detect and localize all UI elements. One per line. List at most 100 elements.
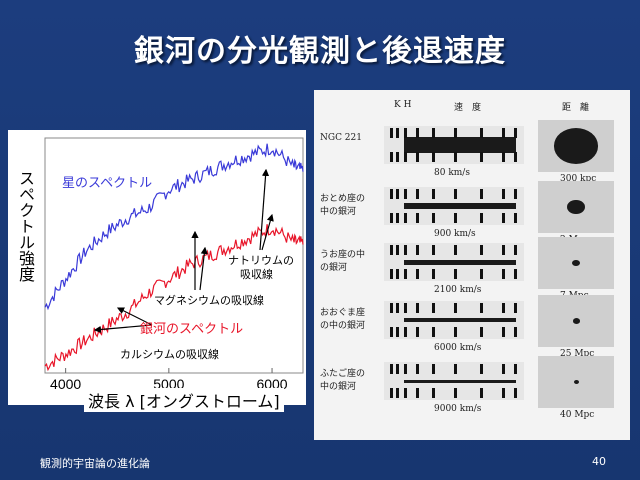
comparison-line	[480, 128, 483, 138]
comparison-line	[480, 364, 483, 374]
comparison-line	[514, 303, 517, 313]
comparison-line	[454, 388, 457, 398]
comparison-line	[454, 189, 457, 199]
comparison-line	[514, 364, 517, 374]
comparison-line	[390, 213, 393, 223]
annotation-sodium-line2: 吸収線	[240, 268, 273, 281]
comparison-line	[404, 364, 407, 374]
sodium-arrow	[259, 168, 270, 251]
comparison-line	[514, 388, 517, 398]
comparison-line	[432, 364, 435, 374]
spectrum-band	[404, 259, 516, 265]
comparison-line	[480, 152, 483, 162]
recession-velocity: 6000 km/s	[434, 343, 482, 353]
galaxy-photo	[538, 295, 614, 347]
comparison-line	[404, 269, 407, 279]
comparison-line	[416, 303, 419, 313]
galaxy-name-line2: 中の銀河	[320, 382, 357, 392]
galaxy-name-line2: 中の銀河	[320, 207, 357, 217]
comparison-line	[396, 269, 399, 279]
comparison-line	[502, 269, 505, 279]
comparison-line	[502, 213, 505, 223]
comparison-line	[454, 269, 457, 279]
comparison-line	[514, 152, 517, 162]
comparison-line	[432, 303, 435, 313]
recession-velocity: 2100 km/s	[434, 285, 482, 295]
star-spectrum-line	[44, 143, 304, 311]
plot-frame	[44, 137, 304, 374]
calcium-arrow-2	[93, 324, 153, 334]
comparison-line	[390, 269, 393, 279]
comparison-line	[396, 364, 399, 374]
comparison-line	[454, 303, 457, 313]
comparison-line	[432, 128, 435, 138]
plate-header-kh: K H	[394, 100, 412, 110]
recession-velocity: 9000 km/s	[434, 404, 482, 414]
comparison-line	[454, 152, 457, 162]
comparison-line	[416, 269, 419, 279]
comparison-line	[404, 303, 407, 313]
comparison-line	[416, 128, 419, 138]
galaxy-image	[554, 128, 598, 164]
comparison-line	[390, 388, 393, 398]
comparison-line	[480, 245, 483, 255]
sodium-arrow-2	[261, 213, 274, 251]
galaxy-photo	[538, 181, 614, 233]
spectrum-band	[404, 379, 516, 383]
galaxy-name: おとめ座の 中の銀河	[320, 193, 365, 219]
comparison-line	[390, 245, 393, 255]
galaxy-series-label: 銀河のスペクトル	[140, 322, 244, 337]
galaxy-name: うお座の中 の銀河	[320, 249, 365, 275]
comparison-line	[502, 303, 505, 313]
galaxy-distance: 40 Mpc	[560, 410, 595, 420]
slide-title: 銀河の分光観測と後退速度	[134, 34, 506, 69]
recession-velocity: 900 km/s	[434, 229, 476, 239]
comparison-line	[396, 388, 399, 398]
galaxy-image	[572, 318, 580, 324]
comparison-line	[390, 152, 393, 162]
annotation-magnesium: マグネシウムの吸収線	[154, 294, 264, 307]
comparison-line	[390, 364, 393, 374]
comparison-line	[416, 245, 419, 255]
galaxy-name: ふたご座の 中の銀河	[320, 368, 365, 394]
comparison-line	[396, 303, 399, 313]
comparison-line	[416, 388, 419, 398]
comparison-line	[396, 245, 399, 255]
x-tick-label: 4000	[50, 376, 81, 392]
comparison-line	[480, 213, 483, 223]
comparison-line	[514, 189, 517, 199]
spectrum-strip	[384, 187, 524, 225]
comparison-line	[480, 327, 483, 337]
recession-velocity: 80 km/s	[434, 168, 470, 178]
comparison-line	[416, 152, 419, 162]
comparison-line	[432, 189, 435, 199]
annotation-sodium-line1: ナトリウムの	[228, 254, 294, 267]
comparison-line	[502, 388, 505, 398]
comparison-line	[432, 152, 435, 162]
comparison-line	[454, 213, 457, 223]
comparison-line	[480, 388, 483, 398]
comparison-line	[416, 364, 419, 374]
comparison-line	[502, 327, 505, 337]
comparison-line	[480, 303, 483, 313]
comparison-line	[454, 245, 457, 255]
spectrum-band	[404, 203, 516, 209]
comparison-line	[396, 128, 399, 138]
galaxy-name-line2: の銀河	[320, 263, 348, 273]
comparison-line	[396, 327, 399, 337]
comparison-line	[502, 364, 505, 374]
comparison-line	[514, 213, 517, 223]
galaxy-distance: 300 kpc	[560, 174, 597, 184]
comparison-line	[432, 388, 435, 398]
galaxy-name-line1: ふたご座の	[320, 369, 366, 379]
spectra-plate: K H 速 度 距 離 NGC 221 80 km/s 300 kpc おとめ座の 中の…	[314, 90, 630, 440]
comparison-line	[416, 327, 419, 337]
spectrum-band	[404, 137, 516, 153]
comparison-line	[480, 269, 483, 279]
annotation-calcium: カルシウムの吸収線	[120, 348, 219, 361]
comparison-line	[416, 213, 419, 223]
comparison-line	[390, 128, 393, 138]
galaxy-image	[573, 380, 579, 384]
comparison-line	[404, 213, 407, 223]
galaxy-name-line1: NGC 221	[320, 133, 362, 143]
